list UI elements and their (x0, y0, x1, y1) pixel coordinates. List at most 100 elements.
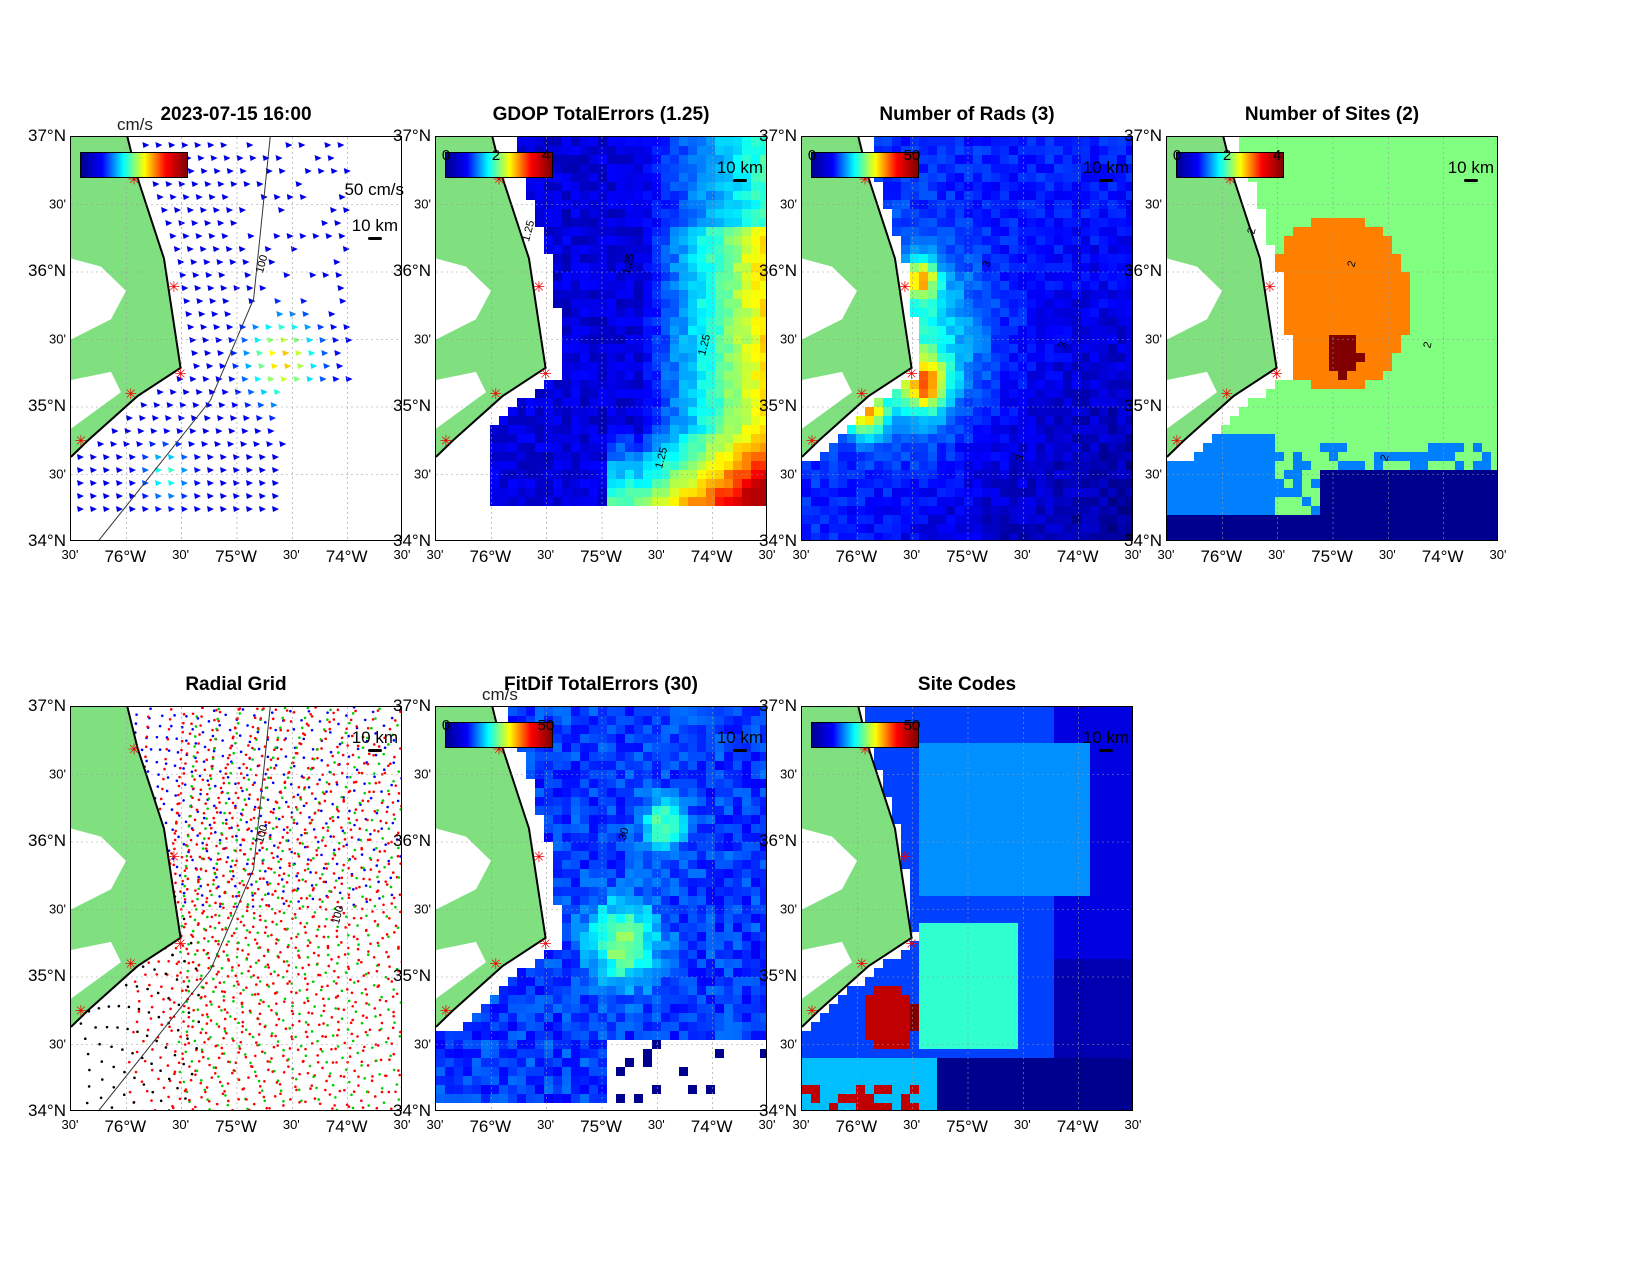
land (1167, 137, 1277, 540)
cell (616, 479, 625, 488)
cell (526, 434, 535, 443)
cell (1117, 470, 1126, 479)
cell (1392, 326, 1401, 335)
cell (1117, 452, 1126, 461)
cell (1045, 389, 1054, 398)
cell (598, 227, 607, 236)
radial-grid-point (205, 1022, 209, 1025)
cell (1347, 407, 1356, 416)
cell (1275, 236, 1284, 245)
cell (1347, 443, 1356, 452)
cell (910, 308, 919, 317)
cell (1410, 380, 1419, 389)
radial-grid-point (378, 897, 381, 900)
cell (715, 191, 724, 200)
vector (183, 298, 191, 304)
radial-grid-point (330, 918, 334, 922)
cell (1383, 380, 1392, 389)
cell (856, 434, 865, 443)
cell (1419, 317, 1428, 326)
cell (901, 389, 910, 398)
radial-grid-point (324, 862, 328, 866)
cell (1419, 227, 1428, 236)
cell (715, 479, 724, 488)
cell (1284, 407, 1293, 416)
cell (1099, 380, 1108, 389)
cell (856, 515, 865, 524)
cell (562, 479, 571, 488)
cell (634, 245, 643, 254)
cell (679, 326, 688, 335)
vector (221, 389, 229, 395)
radial-grid-point (182, 980, 186, 983)
cell (544, 497, 553, 506)
cell (760, 254, 766, 263)
vector (77, 467, 84, 473)
radial-grid-point (256, 730, 260, 734)
vector (169, 389, 177, 395)
cell (1473, 488, 1482, 497)
cell (955, 290, 964, 299)
cell (1239, 479, 1248, 488)
cell (697, 497, 706, 506)
cell (1374, 290, 1383, 299)
cell (1176, 506, 1185, 515)
cell (733, 425, 742, 434)
cell (1311, 353, 1320, 362)
cell (1410, 227, 1419, 236)
cell (1054, 245, 1063, 254)
cell (1239, 425, 1248, 434)
cell (865, 479, 874, 488)
vector (181, 454, 188, 460)
cell (661, 344, 670, 353)
vector (345, 376, 353, 382)
cell (1320, 155, 1329, 164)
cell (1284, 308, 1293, 317)
cell (1126, 326, 1132, 335)
cell (598, 416, 607, 425)
radial-grid-point (307, 709, 311, 713)
cell (661, 200, 670, 209)
cell (1090, 155, 1099, 164)
colorbar-tick: 50 (903, 147, 921, 164)
cell (1482, 137, 1491, 146)
cell (616, 488, 625, 497)
cell (1482, 461, 1491, 470)
cell (688, 371, 697, 380)
radial-grid-point (134, 722, 138, 725)
cell (643, 434, 652, 443)
cell (715, 182, 724, 191)
cell (883, 497, 892, 506)
cell (742, 389, 751, 398)
cell (589, 272, 598, 281)
vector (233, 506, 240, 512)
cell (724, 425, 733, 434)
vector (205, 272, 213, 278)
cell (1482, 344, 1491, 353)
cell (652, 290, 661, 299)
cell (733, 380, 742, 389)
cell (946, 236, 955, 245)
cell (982, 434, 991, 443)
cell (982, 524, 991, 533)
cell (1392, 308, 1401, 317)
cell (829, 515, 838, 524)
cell (706, 191, 715, 200)
cell (661, 299, 670, 308)
cell (964, 497, 973, 506)
cell (1230, 506, 1239, 515)
cell (802, 479, 811, 488)
cell (1072, 272, 1081, 281)
cell (1018, 497, 1027, 506)
cell (634, 164, 643, 173)
cell (616, 344, 625, 353)
cell (679, 155, 688, 164)
cell (571, 416, 580, 425)
cell (1329, 515, 1338, 524)
cell (634, 155, 643, 164)
cell (901, 515, 910, 524)
cell (1383, 254, 1392, 263)
cell (1063, 362, 1072, 371)
cell (955, 218, 964, 227)
cell (1374, 344, 1383, 353)
